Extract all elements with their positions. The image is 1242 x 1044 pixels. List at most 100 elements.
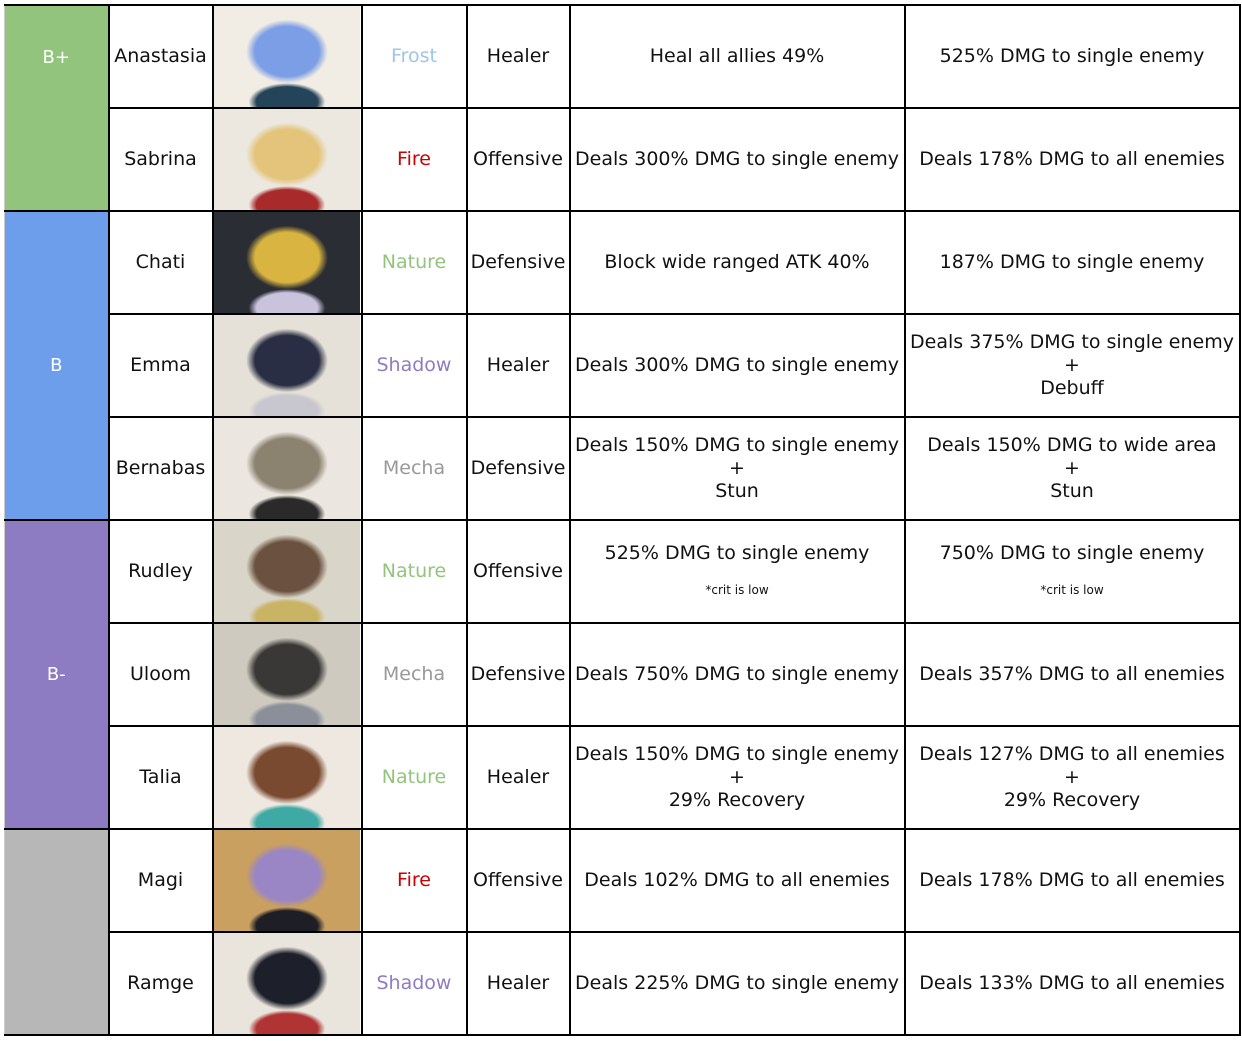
table-row: B Chati Nature Defensive Block wide ranged A… <box>4 210 1241 521</box>
table-row: Talia Nature Healer Deals 150% DMG to singl… <box>5 725 1241 830</box>
element: Nature <box>360 210 468 315</box>
character-name: Bernabas <box>107 416 214 521</box>
role: Offensive <box>465 519 571 624</box>
skill-1: Deals 300% DMG to single enemy <box>568 313 906 418</box>
skill-line: 29% Recovery <box>668 789 806 811</box>
role: Healer <box>465 4 571 109</box>
element: Fire <box>360 828 468 933</box>
role: Healer <box>465 725 571 830</box>
skill-2: Deals 150% DMG to wide area + Stun <box>903 416 1241 521</box>
table-row: B+ Anastasia Frost Healer Heal all allies 49… <box>4 4 1241 212</box>
skill-line: Deals 150% DMG to wide area <box>927 434 1217 456</box>
character-portrait <box>214 109 360 210</box>
tier-label: B+ <box>4 4 110 212</box>
skill-1: 525% DMG to single enemy *crit is low <box>568 519 906 624</box>
skill-line: Deals 300% DMG to single enemy <box>575 354 899 376</box>
tier-label <box>4 828 110 1036</box>
role: Defensive <box>465 416 571 521</box>
tier-label: B- <box>4 519 110 830</box>
skill-1: Deals 150% DMG to single enemy +29% Recov… <box>568 725 906 830</box>
tier-list-table: B+ Anastasia Frost Healer Heal all allies 49… <box>4 4 1241 1036</box>
portrait-cell <box>211 210 363 315</box>
skill-line: Deals 150% DMG to single enemy <box>575 434 899 456</box>
skill-line: Deals 178% DMG to all enemies <box>919 148 1225 170</box>
role: Defensive <box>465 622 571 727</box>
skill-line: + <box>729 457 745 479</box>
skill-line: 29% Recovery <box>1003 789 1141 811</box>
skill-2: 750% DMG to single enemy *crit is low <box>903 519 1241 624</box>
skill-2: Deals 375% DMG to single enemy + Debuff <box>903 313 1241 418</box>
element: Shadow <box>360 931 468 1036</box>
skill-2: Deals 178% DMG to all enemies <box>903 107 1241 212</box>
character-name: Anastasia <box>107 4 214 109</box>
element: Nature <box>360 519 468 624</box>
table-row: Ramge Shadow Healer Deals 225% DMG to singl… <box>5 931 1241 1036</box>
skill-2: Deals 357% DMG to all enemies <box>903 622 1241 727</box>
table-row: Sabrina Fire Offensive Deals 300% DMG to si… <box>5 107 1241 212</box>
skill-line: Stun <box>715 480 759 502</box>
role: Offensive <box>465 828 571 933</box>
skill-line: Block wide ranged ATK 40% <box>604 251 870 273</box>
portrait-cell <box>211 4 363 109</box>
role: Healer <box>465 313 571 418</box>
role: Offensive <box>465 107 571 212</box>
skill-line: 187% DMG to single enemy <box>939 251 1205 273</box>
role: Healer <box>465 931 571 1036</box>
skill-2: 525% DMG to single enemy <box>903 4 1241 109</box>
skill-line: + <box>1064 766 1080 788</box>
skill-1: Deals 225% DMG to single enemy <box>568 931 906 1036</box>
character-portrait <box>214 521 360 622</box>
table-row: Magi Fire Offensive Deals 102% DMG to all e… <box>4 828 1241 1036</box>
portrait-cell <box>211 107 363 212</box>
skill-line: 750% DMG to single enemy <box>939 541 1205 564</box>
character-name: Talia <box>107 725 214 830</box>
skill-line: Stun <box>1050 480 1094 502</box>
table-row: Bernabas Mecha Defensive Deals 150% DMG to … <box>5 416 1241 521</box>
portrait-cell <box>211 931 363 1036</box>
portrait-cell <box>211 416 363 521</box>
skill-line: Deals 133% DMG to all enemies <box>919 972 1225 994</box>
element: Mecha <box>360 622 468 727</box>
skill-2: Deals 178% DMG to all enemies <box>903 828 1241 933</box>
skill-line: Deals 102% DMG to all enemies <box>584 869 890 891</box>
tier-label: B <box>4 210 110 521</box>
character-portrait <box>214 6 360 107</box>
skill-line: Deals 750% DMG to single enemy <box>575 663 899 685</box>
skill-note: *crit is low <box>705 582 769 597</box>
skill-line: Deals 225% DMG to single enemy <box>575 972 899 994</box>
character-portrait <box>214 624 360 725</box>
skill-2: Deals 133% DMG to all enemies <box>903 931 1241 1036</box>
element: Shadow <box>360 313 468 418</box>
element: Mecha <box>360 416 468 521</box>
skill-line: Heal all allies 49% <box>649 45 825 67</box>
portrait-cell <box>211 519 363 624</box>
element: Frost <box>360 4 468 109</box>
skill-1: Heal all allies 49% <box>568 4 906 109</box>
skill-line: Deals 150% DMG to single enemy <box>575 743 899 765</box>
skill-line: Deals 357% DMG to all enemies <box>919 663 1225 685</box>
skill-1: Deals 300% DMG to single enemy <box>568 107 906 212</box>
character-name: Chati <box>107 210 214 315</box>
skill-1: Deals 102% DMG to all enemies <box>568 828 906 933</box>
character-portrait <box>214 418 360 519</box>
skill-line: 525% DMG to single enemy <box>604 541 870 564</box>
skill-line: + <box>1064 457 1080 479</box>
table-row: Emma Shadow Healer Deals 300% DMG to single… <box>5 313 1241 418</box>
element: Nature <box>360 725 468 830</box>
character-name: Magi <box>107 828 214 933</box>
character-portrait <box>214 212 360 313</box>
character-name: Ramge <box>107 931 214 1036</box>
skill-line: Deals 300% DMG to single enemy <box>575 148 899 170</box>
skill-line: Deals 375% DMG to single enemy <box>910 331 1234 353</box>
character-name: Uloom <box>107 622 214 727</box>
skill-line: 525% DMG to single enemy <box>939 45 1205 67</box>
skill-line: Debuff <box>1040 377 1104 399</box>
character-portrait <box>214 727 360 828</box>
skill-1: Deals 750% DMG to single enemy <box>568 622 906 727</box>
skill-2: Deals 127% DMG to all enemies +29% Recove… <box>903 725 1241 830</box>
portrait-cell <box>211 725 363 830</box>
skill-1: Block wide ranged ATK 40% <box>568 210 906 315</box>
character-portrait <box>214 933 360 1034</box>
skill-note: *crit is low <box>1040 582 1104 597</box>
skill-2: 187% DMG to single enemy <box>903 210 1241 315</box>
